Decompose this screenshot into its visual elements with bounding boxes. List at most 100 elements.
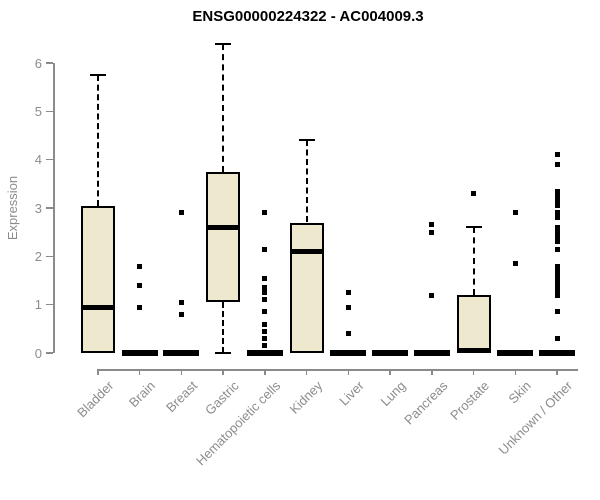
x-axis-tick [472,369,475,375]
outlier-unknown-other [554,268,560,274]
outlier-unknown-other [554,193,560,199]
x-tick-label: Unknown / Other [496,378,576,458]
zero-bar-lung [372,350,409,356]
x-axis-line [97,369,578,371]
chart-title: ENSG00000224322 - AC004009.3 [192,8,424,25]
outlier-unknown-other [554,287,560,293]
outlier-pancreas [429,292,435,298]
x-axis-tick [222,369,224,375]
whisker-cap-gastric [215,42,232,45]
whisker-upper-prostate [472,227,475,295]
outlier-unknown-other [554,210,560,216]
zero-bar-skin [497,350,534,356]
outlier-hematopoietic-cells [262,309,268,315]
x-axis-tick [347,369,350,375]
x-axis-tick [180,369,183,375]
y-axis-tick [46,62,53,64]
x-tick-label: Liver [336,378,367,409]
zero-bar-liver [330,350,367,356]
box-prostate [456,295,491,353]
outlier-unknown-other [554,152,560,158]
outlier-hematopoietic-cells [262,275,268,281]
median-kidney [289,249,324,254]
x-tick-label: Skin [505,378,534,407]
y-axis-tick [46,303,53,306]
outlier-unknown-other [554,292,560,298]
x-axis-tick [514,369,517,375]
x-axis-tick [431,369,433,375]
outlier-breast [178,299,184,305]
outlier-unknown-other [554,234,560,240]
y-tick-label: 4 [34,152,42,168]
whisker-cap-gastric [215,352,232,354]
outlier-hematopoietic-cells [262,343,268,349]
y-tick-label: 5 [34,103,42,119]
y-tick-label: 2 [34,248,42,264]
outlier-hematopoietic-cells [262,321,268,327]
whisker-cap-prostate [465,226,482,229]
x-axis-tick [389,369,391,375]
outlier-unknown-other [554,273,560,279]
whisker-cap-kidney [298,139,315,142]
whisker-lower-gastric [222,302,225,353]
outlier-breast [178,210,184,216]
outlier-hematopoietic-cells [262,246,268,252]
zero-bar-breast [163,350,200,356]
outlier-liver [345,304,351,310]
box-bladder [81,205,115,353]
x-tick-label: Bladder [74,378,117,421]
outlier-prostate [471,191,477,196]
zero-bar-brain [121,350,158,356]
x-axis-tick [556,369,558,375]
outlier-brain [137,282,143,288]
outlier-unknown-other [554,215,560,221]
y-axis-line [53,63,55,353]
y-axis-tick [46,110,53,113]
outlier-unknown-other [554,203,560,209]
x-axis-tick [138,369,141,375]
y-tick-label: 6 [34,55,42,71]
outlier-hematopoietic-cells [262,328,268,334]
outlier-unknown-other [554,229,560,235]
x-axis-tick [305,369,308,375]
median-gastric [206,224,241,230]
outlier-skin [512,210,518,216]
whisker-upper-bladder [97,75,99,206]
outlier-breast [178,311,184,317]
x-tick-label: Kidney [286,378,326,417]
box-kidney [289,222,324,353]
whisker-cap-bladder [90,74,106,77]
outlier-unknown-other [554,188,560,194]
outlier-unknown-other [554,198,560,204]
y-axis-tick [46,158,53,161]
median-prostate [456,348,491,354]
outlier-skin [512,261,518,267]
y-axis-tick [46,255,53,258]
outlier-liver [345,331,351,337]
y-tick-label: 0 [34,345,42,361]
outlier-unknown-other [554,309,560,315]
y-axis-tick [46,352,53,354]
median-bladder [81,304,115,310]
box-gastric [206,171,241,303]
outlier-unknown-other [554,224,560,230]
outlier-unknown-other [554,278,560,283]
outlier-hematopoietic-cells [262,285,268,291]
outlier-pancreas [429,222,435,228]
x-axis-tick [97,369,99,375]
zero-bar-pancreas [413,350,450,356]
outlier-hematopoietic-cells [262,297,268,303]
outlier-hematopoietic-cells [262,290,268,296]
whisker-upper-kidney [305,140,308,223]
outlier-unknown-other [554,162,560,167]
outlier-liver [345,290,351,296]
x-tick-label: Pancreas [401,378,451,428]
y-axis-tick [46,207,53,209]
y-tick-label: 3 [34,200,42,216]
outlier-unknown-other [554,282,560,288]
outlier-unknown-other [554,336,560,341]
x-tick-label: Prostate [447,378,493,423]
x-tick-label: Brain [126,378,159,411]
